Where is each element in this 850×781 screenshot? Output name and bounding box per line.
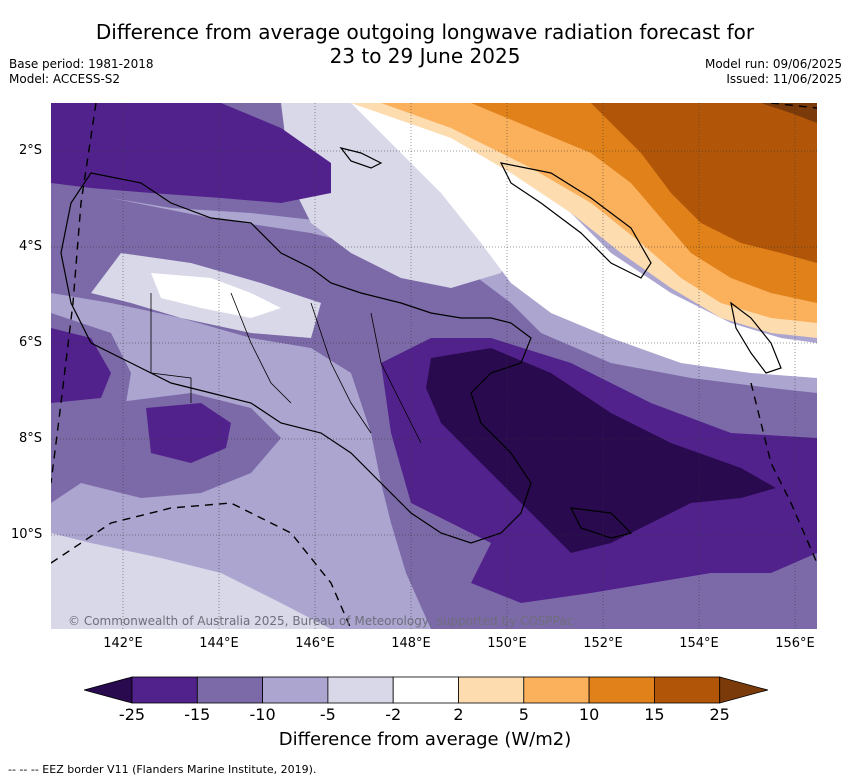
shade-15-to-25 — [591, 103, 817, 263]
colorbar-tick-label: 25 — [709, 705, 730, 724]
shade-minus15-to-minus25-southwest — [146, 403, 231, 463]
shade-below-minus25 — [426, 348, 776, 553]
colorbar-segment — [588, 676, 655, 704]
lon-label-146e: 146°E — [295, 636, 335, 651]
colorbar-segment — [392, 676, 459, 704]
colorbar-tick-label: 10 — [578, 705, 600, 724]
shade-neutral-west — [151, 273, 281, 318]
colorbar-tick-label: -25 — [118, 705, 146, 724]
shade-above-25 — [761, 103, 817, 123]
colorbar-tick-label: 5 — [518, 705, 529, 724]
lat-label-2s: 2°S — [19, 143, 43, 158]
colorbar-tick-label: 15 — [644, 705, 665, 724]
coastlines — [60, 146, 782, 544]
colorbar-tick-label: -10 — [249, 705, 276, 724]
colorbar — [84, 676, 768, 704]
olr-anomaly-map — [51, 103, 817, 629]
lat-label-10s: 10°S — [11, 527, 43, 542]
model-run: Model run: 09/06/2025 — [704, 57, 842, 71]
lon-label-142e: 142°E — [103, 636, 143, 651]
lat-label-6s: 6°S — [19, 335, 43, 350]
meta-left: Base period: 1981-2018 Model: ACCESS-S2 — [9, 57, 154, 87]
lon-label-154e: 154°E — [679, 636, 719, 651]
colorbar-tick-label: -2 — [385, 705, 402, 724]
colorbar-label: Difference from average (W/m2) — [278, 729, 572, 750]
title-line-1: Difference from average outgoing longwav… — [95, 20, 755, 44]
colorbar-segment — [654, 676, 721, 704]
base-period: Base period: 1981-2018 — [9, 57, 154, 71]
title-line-2: 23 to 29 June 2025 — [329, 44, 521, 68]
graticule — [51, 103, 817, 629]
eez-borders — [51, 103, 817, 629]
colorbar-arrow-high — [719, 676, 768, 704]
lat-label-8s: 8°S — [19, 431, 43, 446]
lon-label-150e: 150°E — [487, 636, 527, 651]
lon-label-144e: 144°E — [199, 636, 239, 651]
model-name: Model: ACCESS-S2 — [9, 72, 121, 86]
colorbar-segment — [327, 676, 394, 704]
colorbar-segment — [523, 676, 590, 704]
lon-label-152e: 152°E — [583, 636, 623, 651]
eez-legend-note: -- -- -- EEZ border V11 (Flanders Marine… — [8, 763, 317, 776]
colorbar-tick-label: -5 — [319, 705, 336, 724]
colorbar-segment — [458, 676, 525, 704]
province-borders — [150, 292, 422, 444]
colorbar-segment — [196, 676, 264, 704]
issued-date: Issued: 11/06/2025 — [726, 72, 842, 86]
colorbar-tick-label: -15 — [184, 705, 211, 724]
colorbar-segment — [131, 676, 198, 704]
shade-minus15-to-minus25-west — [51, 328, 111, 403]
colorbar-arrow-low — [84, 676, 133, 704]
shade-minus15-to-minus25-north — [51, 103, 331, 203]
shade-minus2-to-minus5 — [51, 533, 331, 629]
meta-right: Model run: 09/06/2025 Issued: 11/06/2025 — [705, 57, 842, 87]
lon-label-148e: 148°E — [391, 636, 431, 651]
colorbar-segment — [262, 676, 329, 704]
colorbar-tick-label: 2 — [453, 705, 464, 724]
lat-label-4s: 4°S — [19, 239, 43, 254]
copyright-notice: © Commonwealth of Australia 2025, Bureau… — [68, 614, 574, 628]
lon-label-156e: 156°E — [775, 636, 815, 651]
shade-neutral — [351, 103, 817, 378]
shade-minus2-to-minus5-north — [281, 103, 511, 288]
